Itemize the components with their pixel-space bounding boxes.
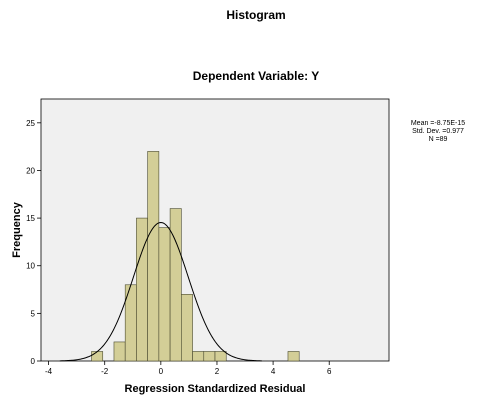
histogram-bar <box>203 351 216 362</box>
x-tick-label: -4 <box>45 367 53 376</box>
y-tick-label: 15 <box>26 214 35 223</box>
histogram-bar <box>192 351 205 362</box>
stat-n: N =89 <box>429 136 448 143</box>
histogram-bar <box>147 151 160 362</box>
x-tick-label: 4 <box>271 367 276 376</box>
histogram-bar <box>287 351 300 362</box>
stat-mean: Mean =-8.75E-15 <box>411 120 465 127</box>
y-tick-label: 10 <box>26 262 35 271</box>
histogram-bar <box>214 351 227 362</box>
histogram-bar <box>158 227 171 362</box>
normal-curve <box>59 221 262 362</box>
y-tick-label: 25 <box>26 119 35 128</box>
x-ticks: -4 -2 0 2 4 6 <box>45 361 332 376</box>
plot-area <box>40 98 390 362</box>
histogram-bar <box>113 341 126 362</box>
chart-title: Histogram <box>226 8 285 22</box>
chart-subtitle: Dependent Variable: Y <box>193 69 320 83</box>
histogram-bar <box>91 351 104 362</box>
x-tick-label: -2 <box>101 367 109 376</box>
x-tick-label: 0 <box>159 367 164 376</box>
histogram-bar <box>136 217 148 362</box>
y-tick-label: 20 <box>26 166 35 175</box>
x-tick-label: 6 <box>327 367 332 376</box>
stats-legend: Mean =-8.75E-15 Std. Dev. =0.977 N =89 <box>411 120 465 143</box>
stat-std-dev: Std. Dev. =0.977 <box>412 128 464 135</box>
histogram-bars <box>91 151 300 362</box>
y-ticks: 0 5 10 15 20 25 <box>26 119 41 366</box>
y-tick-label: 5 <box>31 309 36 318</box>
y-axis-label: Frequency <box>11 201 23 258</box>
y-tick-label: 0 <box>31 357 36 366</box>
x-tick-label: 2 <box>215 367 220 376</box>
histogram-bar <box>181 294 193 362</box>
histogram-bar <box>169 208 182 362</box>
x-axis-label: Regression Standardized Residual <box>125 383 306 395</box>
